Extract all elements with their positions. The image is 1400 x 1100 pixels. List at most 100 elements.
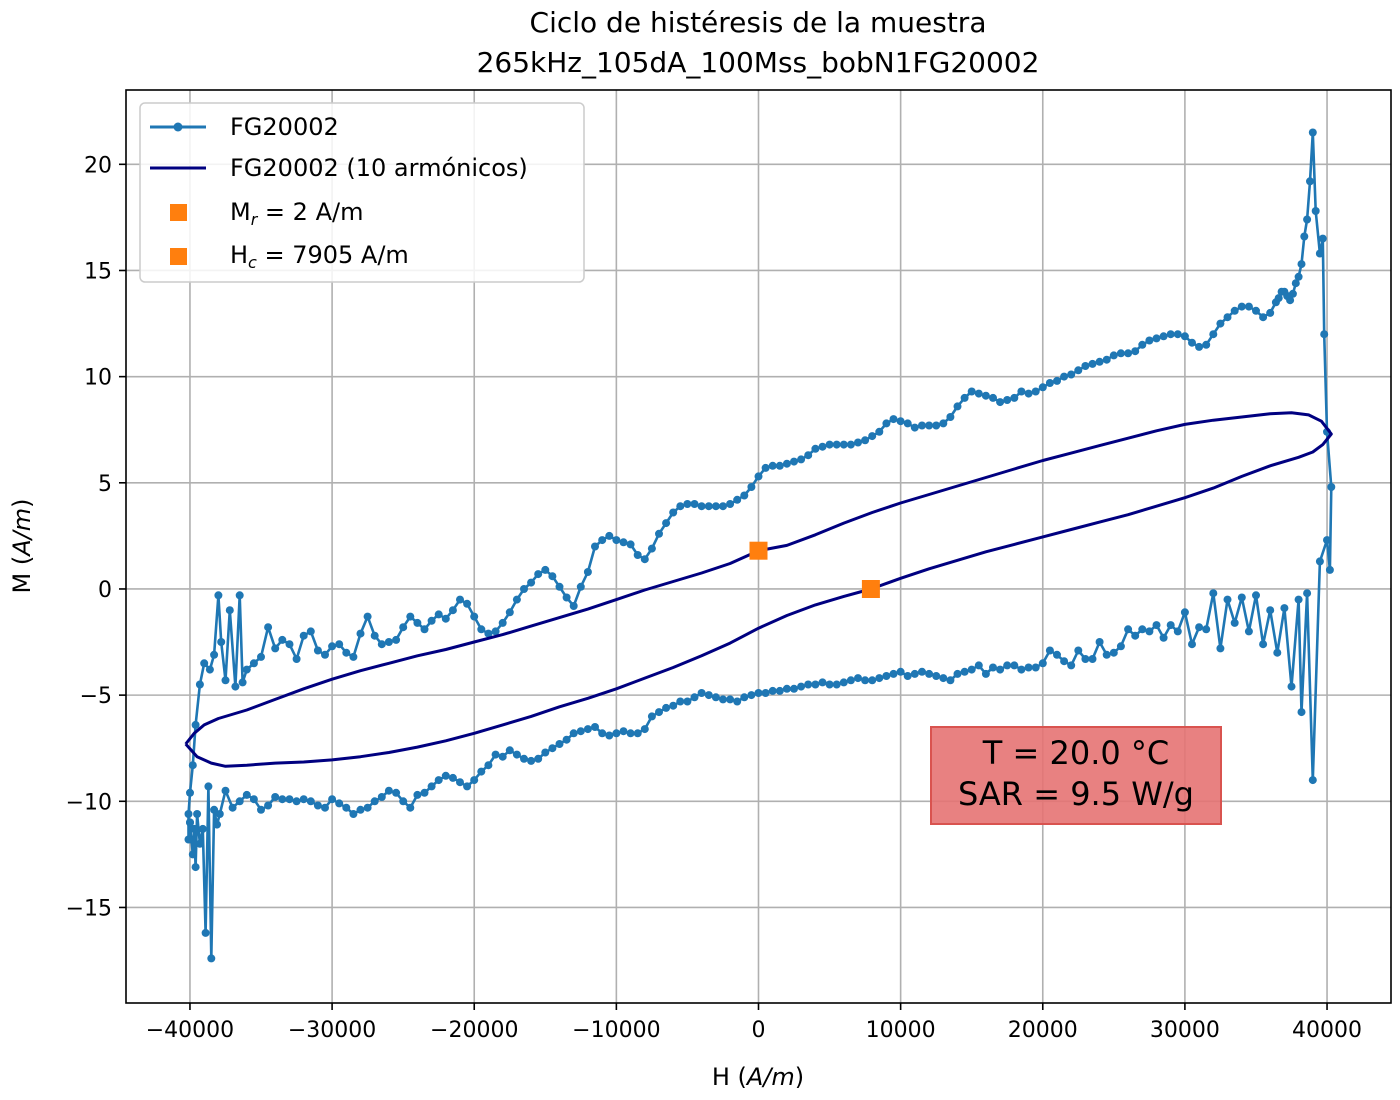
data-point [1067, 370, 1076, 379]
data-point [640, 555, 649, 564]
data-point [1303, 215, 1312, 224]
legend-label-harmonics: FG20002 (10 armónicos) [230, 154, 528, 182]
data-point [1230, 306, 1239, 315]
data-point [1271, 298, 1280, 307]
data-point [278, 795, 287, 804]
data-point [612, 729, 621, 738]
data-point [861, 436, 870, 445]
data-point [406, 803, 415, 812]
data-point [932, 672, 941, 680]
data-point [576, 727, 585, 736]
data-point [790, 457, 798, 466]
data-point [1308, 128, 1317, 137]
data-point [889, 669, 898, 678]
legend-item-remanence: Mr = 2 A/m [170, 198, 363, 229]
data-point [1318, 234, 1327, 243]
data-point [541, 565, 550, 574]
data-point [257, 652, 265, 661]
data-point [1060, 657, 1069, 666]
y-axis-label: M (A/m) [8, 499, 36, 594]
data-point [1053, 376, 1061, 385]
annotation-temperature: T = 20.0 °C [982, 734, 1169, 772]
data-point [861, 676, 870, 685]
data-point [1060, 372, 1069, 381]
data-point [1237, 302, 1246, 311]
data-point [1294, 595, 1303, 604]
data-point [626, 729, 635, 738]
data-point [1131, 631, 1140, 640]
data-point [875, 427, 884, 436]
legend-swatch-square [170, 204, 187, 221]
series-1 [184, 411, 1333, 768]
data-point [292, 797, 301, 806]
data-point [1166, 621, 1175, 630]
data-point [527, 756, 536, 765]
data-point [491, 750, 500, 759]
data-point [1188, 338, 1196, 347]
x-tick-label: 0 [752, 1018, 766, 1043]
data-point [1159, 633, 1168, 642]
data-point [313, 801, 322, 810]
square-marker [749, 541, 768, 560]
data-point [967, 665, 976, 674]
data-point [711, 693, 720, 702]
data-point [896, 417, 905, 426]
legend-label-coercivity: Hc = 7905 A/m [230, 241, 409, 272]
annotation-sar: SAR = 9.5 W/g [958, 775, 1194, 813]
data-point [520, 754, 528, 763]
data-point [321, 650, 329, 659]
data-point [1024, 663, 1033, 672]
data-point [434, 776, 443, 785]
data-point [768, 461, 777, 470]
data-point [328, 795, 337, 804]
data-point [690, 693, 699, 702]
data-point [477, 625, 486, 634]
data-point [903, 419, 912, 428]
data-point [264, 623, 273, 632]
data-point [1031, 387, 1040, 396]
data-point [662, 519, 671, 528]
data-point [1315, 557, 1324, 566]
data-point [238, 678, 247, 687]
data-point [1145, 336, 1154, 345]
data-point [214, 591, 223, 600]
data-point [1045, 646, 1054, 655]
series-0 [184, 128, 1336, 963]
data-point [505, 608, 514, 617]
data-point [356, 805, 365, 814]
data-point [213, 820, 221, 829]
data-point [974, 661, 983, 670]
data-point [804, 451, 813, 460]
data-point [349, 810, 358, 818]
data-point [811, 444, 820, 453]
data-point [918, 421, 926, 430]
data-point [1145, 627, 1154, 636]
data-point [1266, 606, 1275, 615]
data-point [193, 810, 202, 818]
data-point [704, 502, 713, 511]
data-point [918, 667, 926, 676]
data-point [1209, 330, 1218, 339]
data-point [1024, 389, 1033, 398]
data-point [790, 684, 798, 693]
data-point [974, 389, 983, 398]
data-point [356, 629, 365, 638]
data-point [669, 508, 678, 517]
chart-title: Ciclo de histéresis de la muestra [530, 6, 987, 39]
data-point [235, 591, 244, 600]
data-point [249, 659, 258, 668]
data-point [242, 790, 251, 799]
data-point [896, 667, 905, 676]
data-point [205, 665, 214, 674]
legend-label-remanence: Mr = 2 A/m [230, 198, 363, 229]
data-point [384, 786, 393, 795]
data-point [981, 669, 990, 678]
data-point [740, 693, 749, 702]
data-point [669, 701, 678, 710]
data-point [1320, 330, 1329, 339]
data-point [406, 612, 415, 621]
x-tick-label: 20000 [1008, 1018, 1078, 1043]
data-point [370, 631, 379, 640]
data-point [321, 803, 329, 812]
data-point [413, 790, 422, 799]
